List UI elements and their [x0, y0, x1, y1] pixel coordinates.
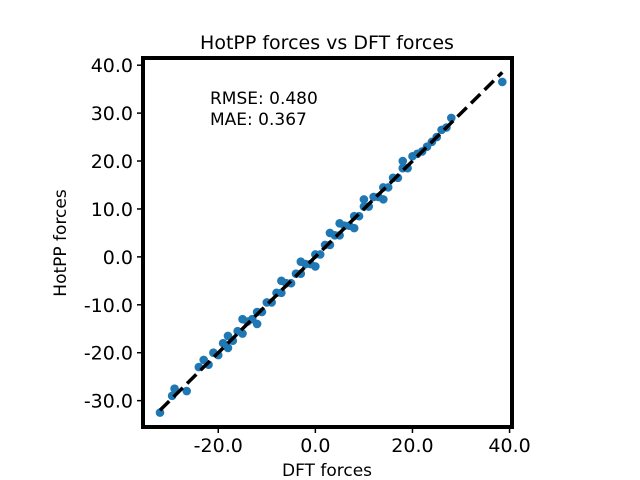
x-axis-label: DFT forces	[282, 461, 372, 480]
axes-frame	[141, 56, 514, 429]
x-tick-label: 0.0	[300, 435, 330, 457]
data-marks	[155, 71, 507, 417]
y-tick-label: 40.0	[91, 55, 133, 77]
data-point	[497, 77, 507, 87]
data-point	[223, 343, 233, 353]
data-point	[349, 223, 359, 233]
y-tick-label: -30.0	[84, 391, 133, 413]
plot-area: -20.0 0.0 20.0 40.0 -30.0 -20.0 -10.0 0.0 10.0 20…	[84, 55, 531, 457]
x-tick-label: 40.0	[488, 435, 530, 457]
y-tick-label: 10.0	[91, 199, 133, 221]
y-tick-label: 20.0	[91, 151, 133, 173]
data-point	[238, 329, 247, 338]
rmse-annotation: RMSE: 0.480	[210, 89, 318, 109]
reference-line	[158, 71, 504, 412]
y-axis-label: HotPP forces	[51, 189, 71, 297]
data-point	[311, 262, 320, 271]
data-point	[447, 113, 456, 123]
data-point	[398, 156, 408, 166]
data-point	[238, 314, 247, 324]
y-tick-label: -10.0	[84, 295, 133, 317]
data-point	[223, 331, 233, 341]
y-tick-label: -20.0	[84, 343, 133, 365]
data-point	[170, 384, 179, 393]
y-tick-label: 0.0	[103, 247, 133, 269]
chart-title: HotPP forces vs DFT forces	[200, 32, 454, 54]
y-tick-label: 30.0	[91, 103, 133, 125]
data-point	[252, 319, 262, 329]
data-point	[335, 219, 344, 228]
x-tick-label: -20.0	[194, 435, 243, 457]
data-point	[325, 228, 335, 238]
x-tick-label: 20.0	[391, 435, 433, 457]
data-point	[379, 195, 388, 204]
data-point	[182, 386, 191, 396]
data-point	[359, 195, 369, 204]
data-point	[277, 276, 286, 286]
data-point	[296, 257, 306, 266]
mae-annotation: MAE: 0.367	[210, 110, 307, 130]
